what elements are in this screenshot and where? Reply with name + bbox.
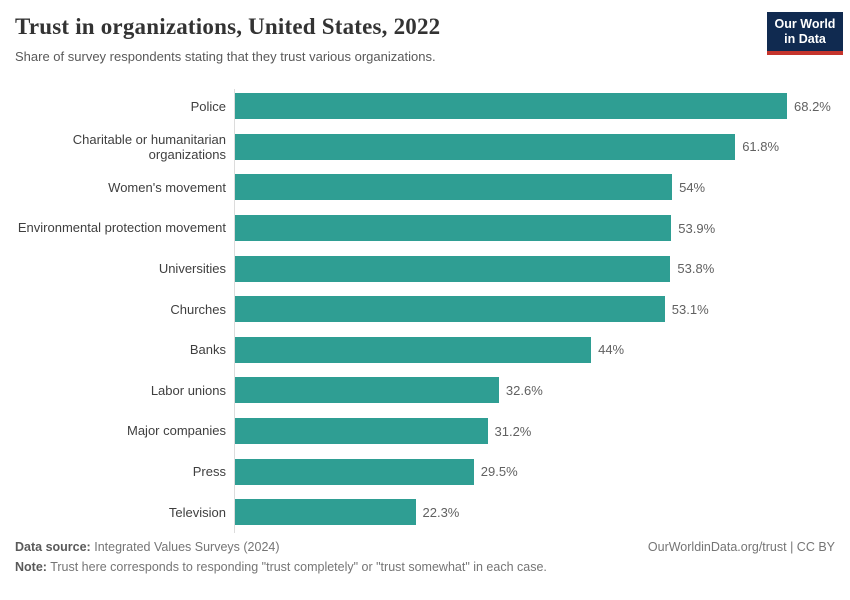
chart-footer: Data source: Integrated Values Surveys (… (15, 540, 835, 574)
value-label: 53.8% (677, 261, 715, 277)
bar-row: Banks 44% (0, 330, 850, 371)
bar[interactable] (235, 336, 592, 363)
category-label: Environmental protection movement (17, 220, 226, 236)
value-label: 53.1% (671, 301, 709, 317)
owid-logo[interactable]: Our World in Data (767, 12, 843, 55)
chart-subtitle: Share of survey respondents stating that… (15, 49, 436, 64)
note-value: Trust here corresponds to responding "tr… (50, 560, 547, 574)
category-label: Universities (158, 261, 226, 276)
category-label: Labor unions (150, 382, 226, 398)
category-label: Television (168, 504, 226, 520)
category-label: Press (192, 463, 226, 479)
bar[interactable] (235, 377, 499, 404)
category-label: Major companies (127, 423, 226, 439)
bar[interactable] (235, 133, 736, 160)
y-axis-line (234, 89, 235, 533)
bar-row: Major companies 31.2% (0, 411, 850, 452)
page-title: Trust in organizations, United States, 2… (15, 14, 441, 39)
bar-row: Universities 53.8% (0, 248, 850, 289)
value-label: 31.2% (494, 423, 532, 439)
bar-row: Television 22.3% (0, 492, 850, 533)
bar-row: Police 68.2% (0, 86, 850, 127)
bar-row: Environmental protection movement 53.9% (0, 208, 850, 249)
bar[interactable] (235, 458, 474, 485)
category-label: Banks (189, 342, 226, 358)
value-label: 22.3% (422, 504, 460, 520)
bar[interactable] (235, 93, 787, 120)
value-label: 53.9% (678, 220, 716, 236)
value-label: 54% (679, 179, 706, 195)
category-label: Charitable or humanitarian organizations (72, 131, 226, 162)
owid-attribution-link[interactable]: OurWorldinData.org/trust | CC BY (647, 540, 835, 554)
owid-logo-line1: Our World (774, 17, 836, 31)
bar-row: Churches 53.1% (0, 289, 850, 330)
category-label: Police (190, 98, 226, 114)
note-text: Note: Trust here corresponds to respondi… (15, 560, 835, 574)
data-source-value: Integrated Values Surveys (2024) (94, 540, 280, 554)
bar-row: Women's movement 54% (0, 167, 850, 208)
note-label: Note: (15, 560, 47, 574)
bar-row: Charitable or humanitarian organizations… (0, 127, 850, 168)
value-label: 61.8% (742, 139, 780, 155)
bar[interactable] (235, 174, 673, 201)
value-label: 44% (598, 342, 625, 358)
bar[interactable] (235, 255, 671, 282)
category-label: Churches (170, 301, 226, 317)
value-label: 32.6% (505, 382, 543, 398)
category-label: Women's movement (108, 179, 226, 195)
bar-row: Labor unions 32.6% (0, 370, 850, 411)
bar-chart: Police 68.2% Charitable or humanitarian or… (0, 86, 850, 536)
owid-logo-line2: in Data (784, 32, 826, 46)
bar[interactable] (235, 215, 672, 242)
value-label: 68.2% (794, 98, 831, 114)
bar[interactable] (235, 499, 416, 526)
bar[interactable] (235, 418, 488, 445)
value-label: 29.5% (480, 464, 518, 480)
bar-row: Press 29.5% (0, 451, 850, 492)
data-source-label: Data source: (15, 540, 91, 554)
data-source-text: Data source: Integrated Values Surveys (… (15, 540, 280, 554)
bar[interactable] (235, 296, 665, 323)
